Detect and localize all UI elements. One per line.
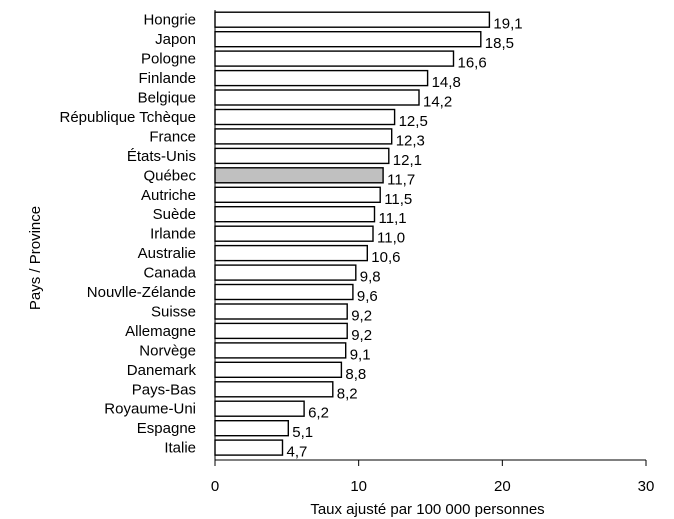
bar <box>214 381 334 398</box>
category-label: République Tchèque <box>59 109 196 126</box>
bar <box>214 225 374 242</box>
bar <box>214 322 348 340</box>
category-label: France <box>149 128 196 145</box>
category-label: Hongrie <box>143 12 196 29</box>
category-label: Finlande <box>138 70 196 87</box>
bar <box>214 244 369 262</box>
category-label: Japon <box>155 31 196 48</box>
category-label: Allemagne <box>125 323 196 340</box>
bar <box>214 69 429 87</box>
bar <box>214 128 393 145</box>
value-label: 4,7 <box>287 444 308 461</box>
value-label: 8,2 <box>337 385 358 402</box>
value-label: 14,8 <box>432 74 461 91</box>
x-tick-label: 0 <box>211 478 219 495</box>
value-labels-group: 19,1 18,5 16,6 14,8 14,2 12,5 12,3 12,1 11,7 11,5… <box>287 16 523 461</box>
category-label: Italie <box>164 440 196 457</box>
bar <box>214 31 482 48</box>
value-label: 14,2 <box>423 94 452 111</box>
bar <box>214 342 347 359</box>
value-label: 18,5 <box>485 35 514 52</box>
category-label: Irlande <box>150 226 196 243</box>
value-label: 11,5 <box>384 191 412 208</box>
x-axis-label: Taux ajusté par 100 000 personnes <box>310 501 544 518</box>
bar <box>214 167 384 184</box>
category-label: Norvège <box>139 342 196 359</box>
value-label: 19,1 <box>493 16 522 33</box>
category-label: États-Unis <box>127 148 196 165</box>
bar <box>214 186 381 204</box>
value-label: 11,0 <box>377 230 405 247</box>
value-label: 12,5 <box>399 113 428 130</box>
x-ticks-group: 0 10 20 30 <box>211 460 655 495</box>
value-label: 11,7 <box>387 171 415 188</box>
category-label: Belgique <box>138 90 196 107</box>
category-label: Australie <box>138 245 196 262</box>
category-label: Suède <box>153 206 196 223</box>
bar <box>214 50 455 67</box>
bar <box>214 264 357 281</box>
bar <box>214 108 396 126</box>
value-label: 5,1 <box>292 424 313 441</box>
bar <box>214 303 348 320</box>
y-axis-label: Pays / Province <box>27 206 44 310</box>
category-labels-group: Hongrie Japon Pologne Finlande Belgique Répub… <box>59 12 196 457</box>
bar <box>214 439 284 456</box>
x-tick-label: 10 <box>350 478 367 495</box>
value-label: 11,1 <box>379 210 407 227</box>
bar <box>214 205 376 223</box>
bar <box>214 400 305 417</box>
value-label: 9,2 <box>351 327 372 344</box>
x-tick-label: 20 <box>494 478 511 495</box>
value-label: 9,1 <box>350 346 371 363</box>
bar <box>214 361 343 378</box>
category-label: Royaume-Uni <box>104 401 196 418</box>
bar <box>214 420 290 437</box>
value-label: 12,3 <box>396 132 425 149</box>
category-label: Pays-Bas <box>132 381 196 398</box>
value-label: 8,8 <box>345 366 366 383</box>
category-label: Autriche <box>141 187 196 204</box>
value-label: 9,8 <box>360 269 381 286</box>
value-label: 9,6 <box>357 288 378 305</box>
category-label: Pologne <box>141 51 196 68</box>
category-label: Espagne <box>137 420 196 437</box>
bar <box>214 11 491 28</box>
x-tick-label: 30 <box>638 478 655 495</box>
category-label: Nouvlle-Zélande <box>87 284 196 301</box>
value-label: 10,6 <box>371 249 400 266</box>
value-label: 12,1 <box>393 152 422 169</box>
value-label: 16,6 <box>458 55 487 72</box>
category-label: Canada <box>143 265 196 282</box>
category-label: Danemark <box>127 362 197 379</box>
value-label: 9,2 <box>351 308 372 325</box>
bar <box>214 147 390 165</box>
bar <box>214 89 420 106</box>
category-label: Suisse <box>151 304 196 321</box>
value-label: 6,2 <box>308 405 329 422</box>
bar <box>214 283 354 301</box>
category-label: Québec <box>143 167 196 184</box>
